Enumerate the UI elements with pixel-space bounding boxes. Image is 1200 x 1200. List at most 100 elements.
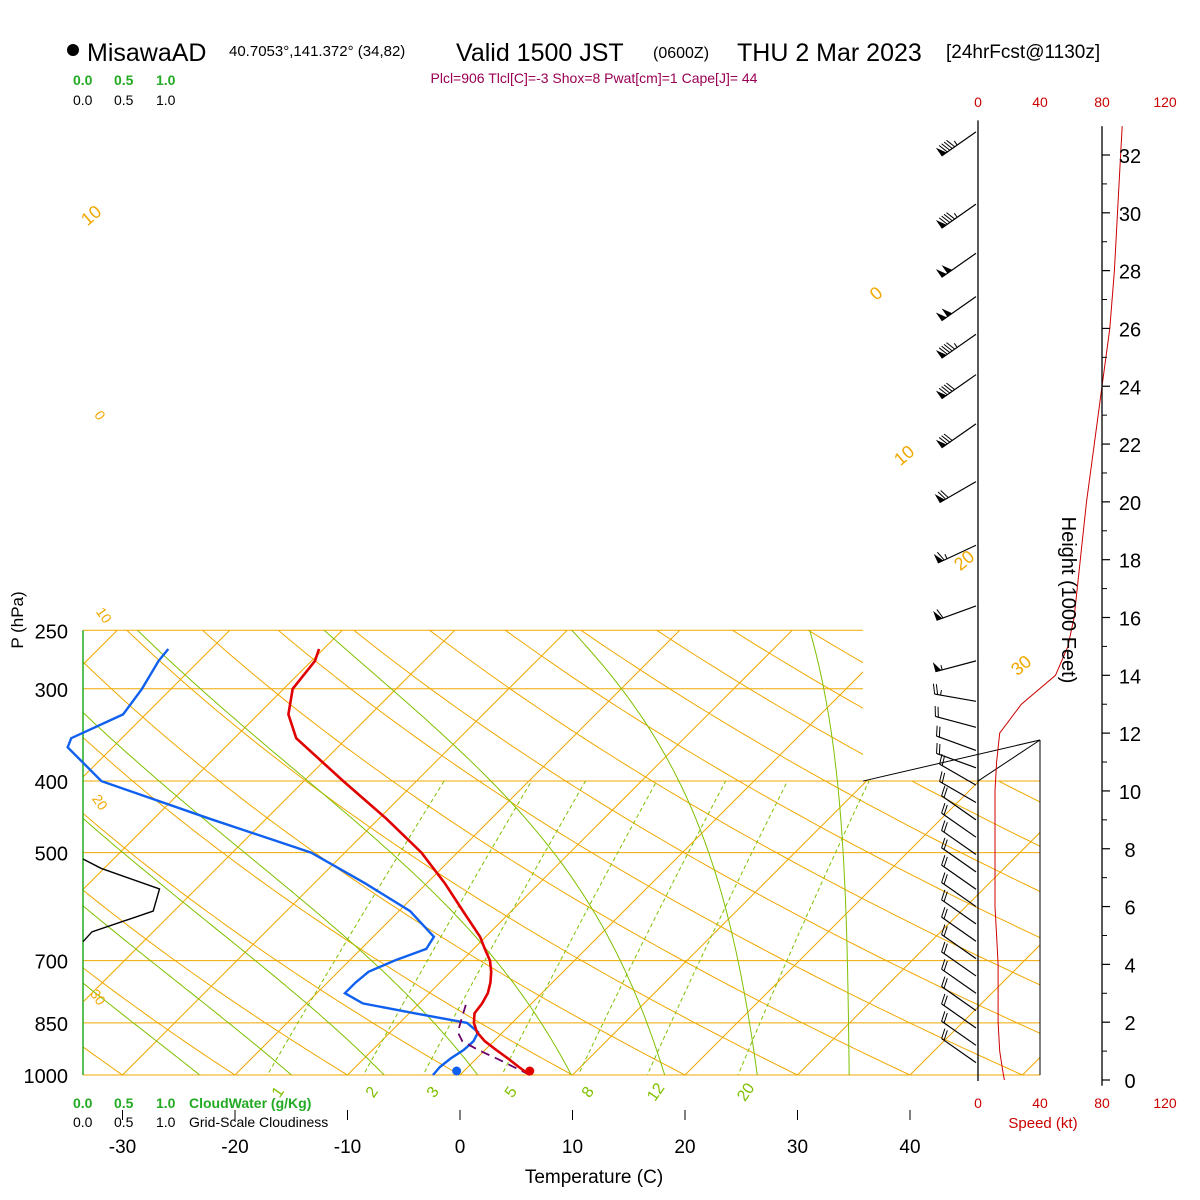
cloud-bottom-05: 0.5 [114,1095,134,1111]
moist-adiabat-lines [83,630,850,1075]
wind-barb [935,203,977,229]
wind-barb-feather [938,744,941,755]
mixing-ratio-label: 2 [363,1084,382,1101]
cloud-fraction-line [82,858,161,943]
temperature-line [287,648,531,1077]
wind-barb-staff [941,951,977,977]
wind-barb-flag [934,493,945,503]
wind-barb-feather [936,725,938,737]
speed-tick-bottom: 40 [1032,1095,1048,1111]
wind-barb-feather [936,742,938,754]
chart-header: MisawaAD 40.7053°,141.372° (34,82) Valid… [67,39,1100,86]
pressure-tick-label: 250 [35,621,68,643]
wind-barb-feather [939,753,943,765]
wind-barb-flag [933,553,944,563]
mixing-ratio-label: 20 [734,1080,758,1104]
wind-barb [932,660,977,673]
height-tick-label: 18 [1119,551,1141,573]
mixing-ratio-lines [257,780,870,1075]
mixing-ratio-20 [731,780,870,1075]
wind-barb-feather [941,435,951,443]
isotherm--60 [83,630,231,1075]
wind-barb-staff [941,296,977,322]
dry-adiabat-70 [412,630,1040,1075]
wind-barb-feather [943,943,948,954]
dry-adiabat--10 [83,630,374,1075]
isobar-lines [83,629,1040,1076]
wind-barb [936,742,977,769]
wind-barb-feather [941,386,951,394]
wind-barb [941,872,977,908]
mixing-ratio-3 [414,780,586,1075]
cloud-top-1: 1.0 [156,72,176,88]
isotherm-30 [797,630,1040,1075]
wind-barb-feather [941,755,946,766]
wind-barb-feather [943,978,948,989]
height-axis-label: Height (1000 Feet) [1057,517,1079,684]
height-tick-label: 32 [1119,146,1141,168]
wind-barb-half-feather [953,212,958,218]
wind-barb-staff [941,864,977,890]
dry-adiabat-0 [83,630,488,1075]
height-tick-label: 20 [1119,493,1141,515]
sounding-profiles [66,648,535,1077]
wind-panel-diagonal [977,739,1041,782]
wind-barb-half-feather [953,343,958,348]
wind-barb-staff [936,752,977,769]
pressure-tick-label: 700 [35,952,68,974]
wind-barb-feather [938,347,948,355]
mixing-ratio-5 [493,780,658,1075]
height-tick-label: 12 [1119,724,1141,746]
pressure-tick-label: 500 [35,844,68,866]
isotherm--50 [83,630,343,1075]
wind-barb-half-feather [953,140,958,146]
isotherm-0 [459,630,906,1075]
wind-barb-feather [941,889,946,900]
cloud-top-0: 0.0 [73,72,93,88]
thermo-lines [83,630,1040,1075]
height-tick-label: 14 [1119,666,1141,688]
wind-barb-flag [935,312,947,321]
wind-barb-feather [938,217,948,225]
stability-indices: Plcl=906 Tlcl[C]=-3 Shox=8 Pwat[cm]=1 Ca… [431,70,758,86]
height-tick-label: 30 [1119,204,1141,226]
wind-barb-feather [941,785,946,796]
wind-barb-feather [943,343,953,352]
wind-barb-staff [941,131,977,157]
height-tick-label: 22 [1119,435,1141,457]
mixing-ratio-label: 3 [424,1084,443,1101]
wind-barb-flag [935,390,947,399]
dry-adiabat-lines [83,630,1040,1075]
wind-barb [932,683,977,702]
speed-axis-label: Speed (kt) [1008,1115,1077,1132]
moist-adiabat--4 [83,630,400,1075]
wind-barb-feather [939,771,943,782]
wind-barb-feather [941,872,946,883]
moist-adiabat--20 [83,630,220,1075]
forecast-info: [24hrFcst@1130z] [946,42,1100,63]
dry-adiabat-130 [861,630,1040,1075]
wind-barb [935,374,977,400]
wind-barb-staff [935,660,977,673]
wind-barb-staff [939,481,977,504]
wind-barb-feather [936,609,944,619]
wind-barb-feather [941,959,946,970]
wind-barb-staff [939,763,977,786]
wind-barb [941,1011,977,1046]
wind-barb [935,333,977,359]
wind-barb-staff [941,986,977,1012]
wind-barb-flag [941,308,953,317]
wind-barb [941,959,977,994]
adiabat-label: 0 [91,407,109,423]
wind-barb-flag [935,147,947,156]
valid-time: Valid 1500 JST [456,39,624,67]
height-tick-label: 4 [1124,955,1135,977]
wind-barb [935,131,977,157]
temperature-tick-label: -30 [109,1137,136,1158]
wind-barb [941,976,977,1012]
wind-barb-feather [941,941,946,953]
pressure-tick-label: 850 [35,1014,68,1036]
station-coords: 40.7053°,141.372° (34,82) [229,43,405,60]
mixing-ratio-label: 12 [644,1080,668,1104]
wind-barb [939,753,977,786]
